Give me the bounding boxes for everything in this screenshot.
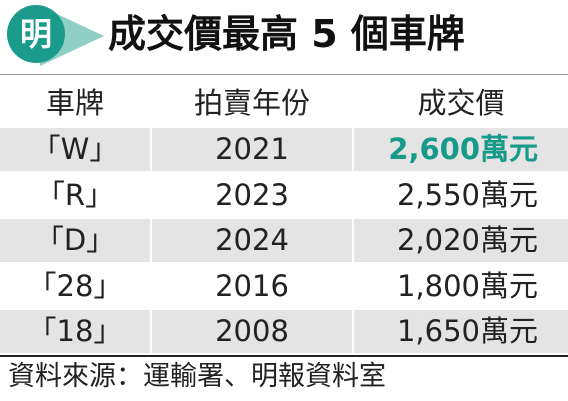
table-row: 「28」 2016 1,800萬元 (0, 265, 568, 308)
table-cell: 2024 (152, 219, 352, 262)
table-row: 「R」 2023 2,550萬元 (0, 174, 568, 217)
table-cell: 「28」 (27, 268, 123, 303)
header-cell: 拍賣年份 (193, 86, 310, 120)
table-cell: 2,020萬元 (354, 219, 568, 262)
table-row: 「W」 2021 2,600萬元 (0, 128, 568, 171)
logo-text: 明 (20, 15, 52, 53)
rule (0, 355, 568, 357)
table-cell: 2008 (152, 310, 352, 353)
logo: 明 (7, 5, 104, 66)
table-cell: 「W」 (0, 128, 150, 171)
table-cell: 「R」 (35, 177, 115, 212)
header-row: 車牌 拍賣年份 成交價 (0, 82, 568, 125)
table-cell: 「18」 (0, 310, 150, 353)
table-cell: 1,800萬元 (396, 268, 538, 303)
table-cell: 2016 (215, 268, 289, 303)
table-cell: 「D」 (0, 219, 150, 262)
table-cell: 2023 (215, 177, 289, 212)
table-cell: 2021 (152, 128, 352, 171)
logo-circle (7, 5, 65, 63)
table-cell: 1,650萬元 (354, 310, 568, 353)
table-row: 「18」 2008 1,650萬元 (0, 310, 568, 353)
header-cell: 車牌 (45, 86, 104, 120)
table-cell: 2,550萬元 (396, 177, 538, 212)
header-cell: 成交價 (417, 86, 505, 120)
source: 資料來源：運輸署、明報資料室 (8, 361, 386, 392)
divider (0, 74, 568, 75)
title: 成交價最高 5 個車牌 (108, 12, 465, 56)
table-row: 「D」 2024 2,020萬元 (0, 219, 568, 262)
table-cell: 2,600萬元 (354, 128, 568, 171)
